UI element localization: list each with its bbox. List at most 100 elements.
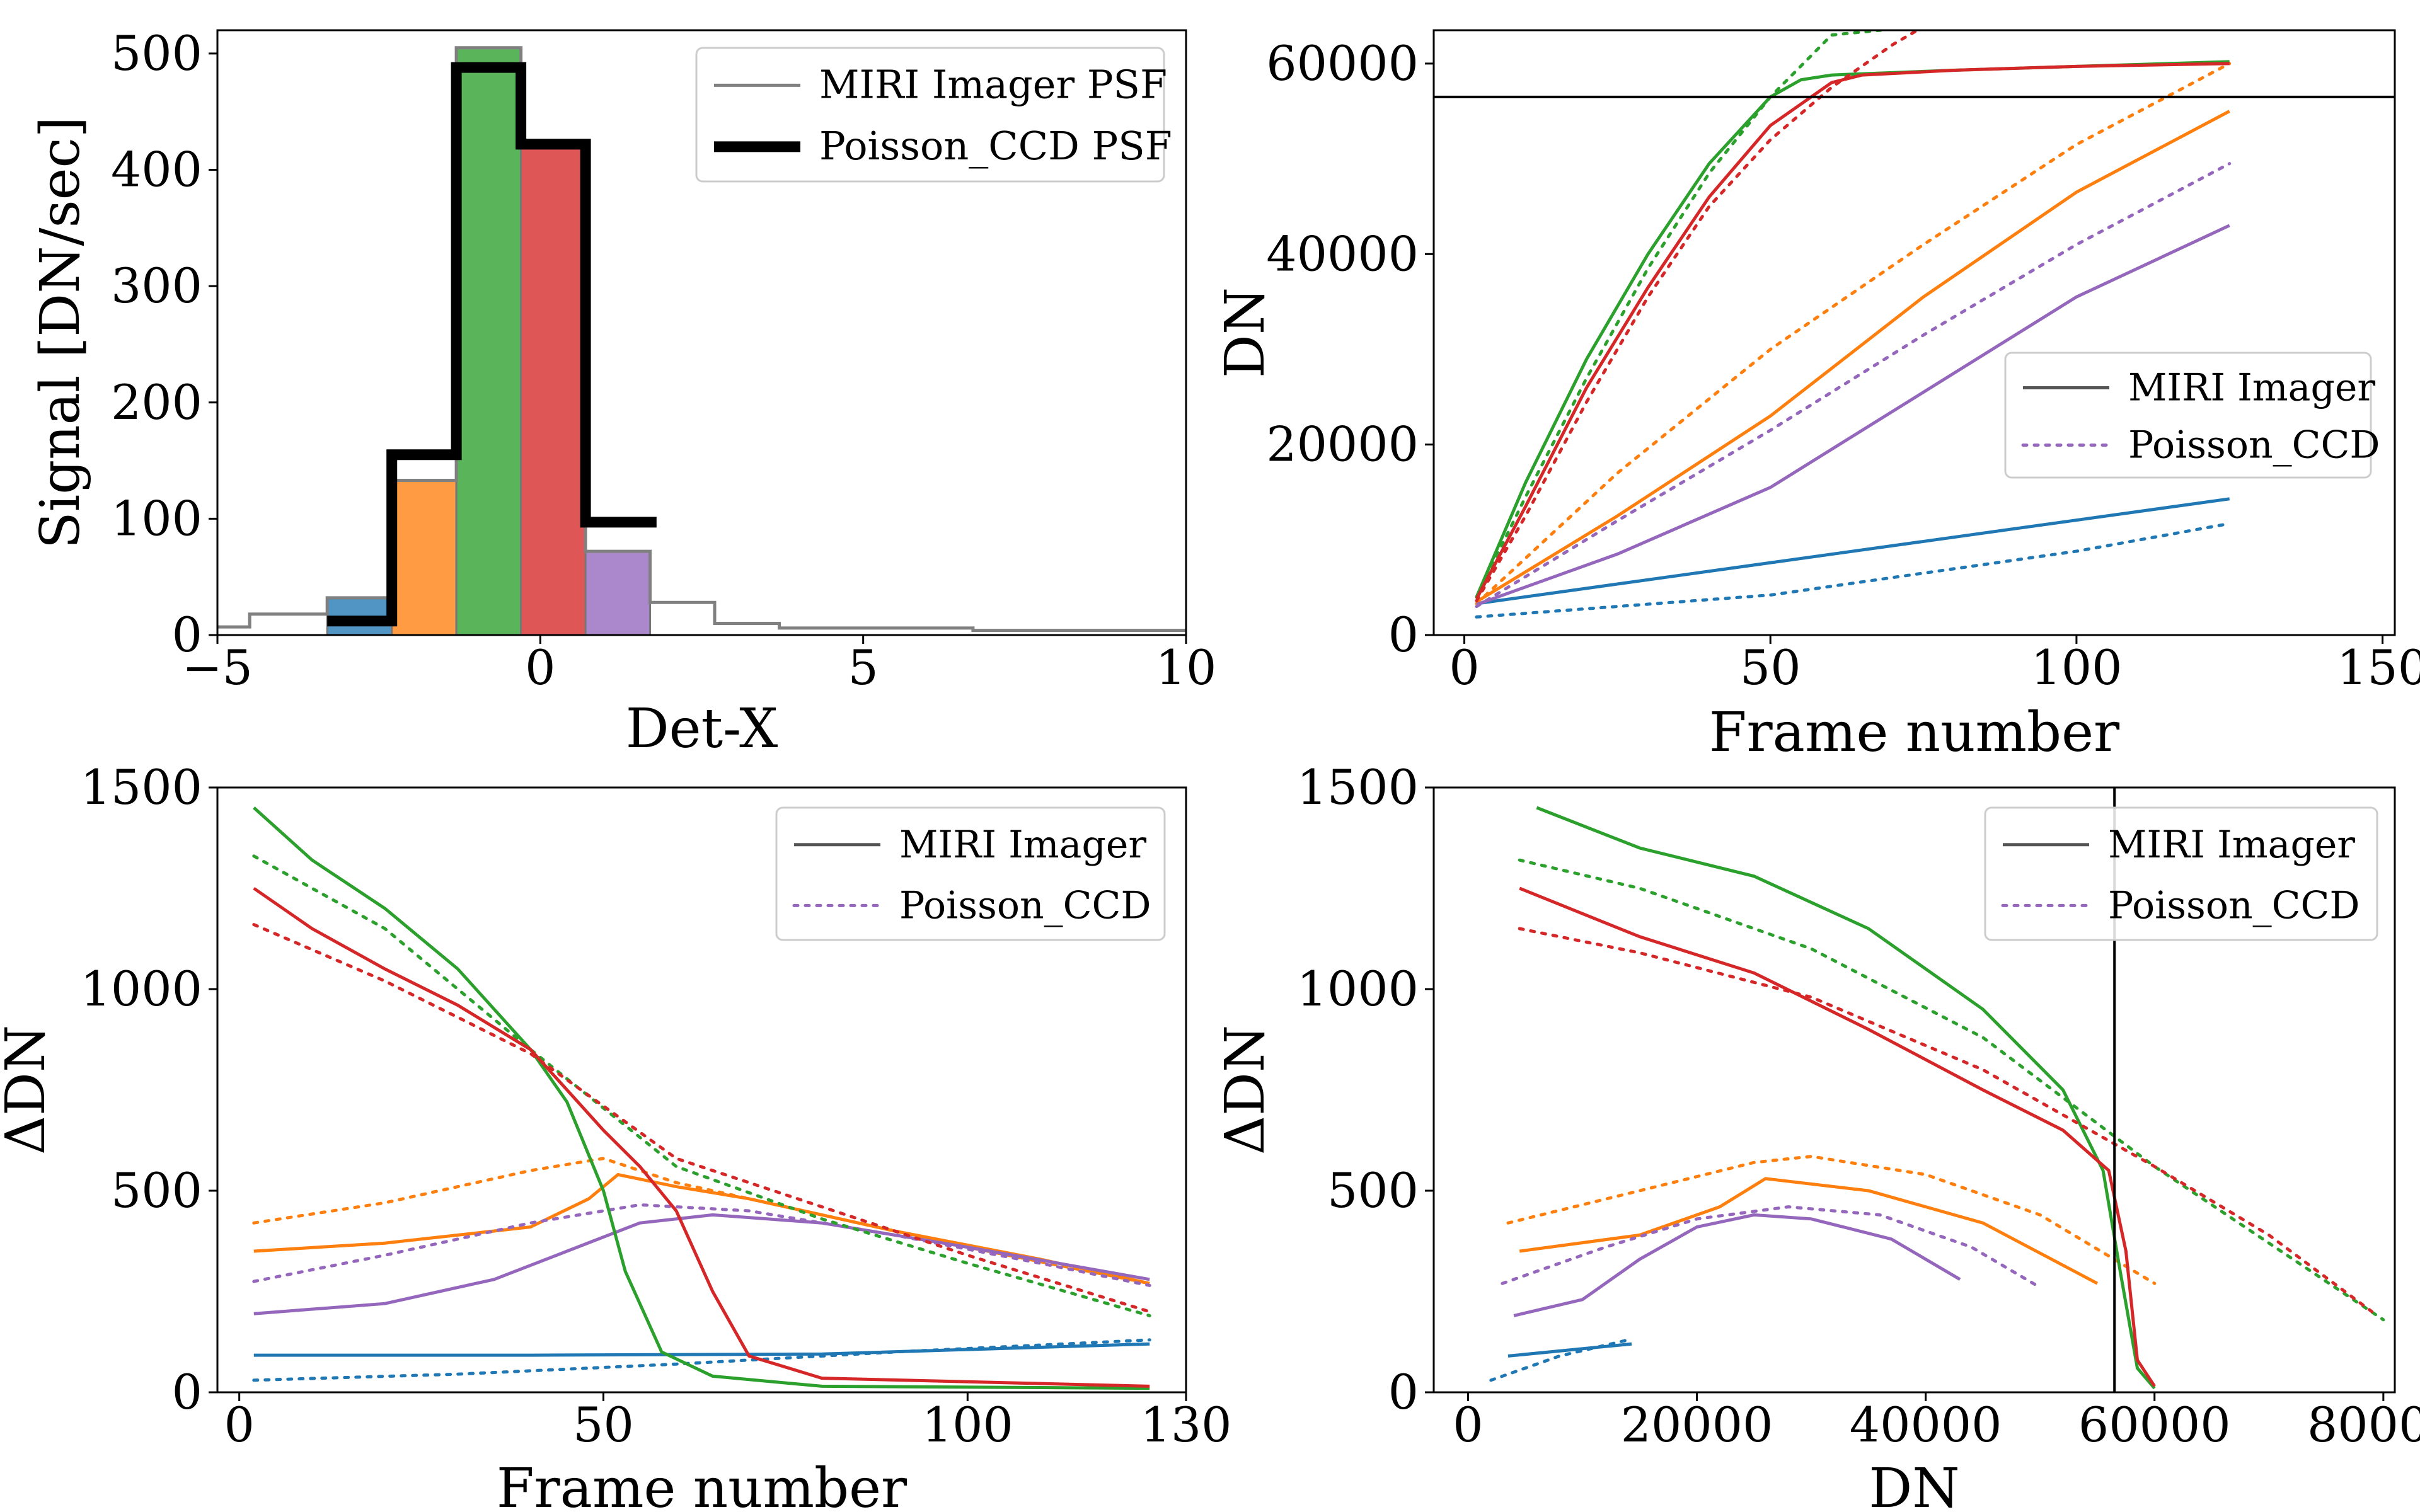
y-tick-label: 100 <box>111 490 202 546</box>
bar-orange <box>391 479 458 635</box>
series-green-dotted <box>1475 30 1882 598</box>
legend-entry: MIRI Imager <box>2108 823 2355 867</box>
x-tick-label: 20000 <box>1621 1397 1773 1453</box>
y-tick-label: 0 <box>1388 607 1419 663</box>
legend-entry: MIRI Imager PSF <box>819 61 1167 107</box>
legend-entry: MIRI Imager <box>899 823 1146 867</box>
panel-ramp: 0 50 100 150 0 20000 40000 60000 Frame number DN M… <box>1214 29 2420 764</box>
series-red-solid <box>253 886 1150 1388</box>
plot-area <box>217 46 1186 635</box>
y-tick-label: 0 <box>172 1364 202 1420</box>
x-tick-label: 0 <box>1449 639 1479 696</box>
y-tick-label: 1000 <box>1297 961 1419 1017</box>
y-tick-label: 400 <box>111 142 202 198</box>
y-axis-label: ΔDN <box>1214 1025 1277 1155</box>
x-tick-label: 0 <box>525 639 555 696</box>
axes-frame <box>216 786 1187 1394</box>
y-tick-label: 20000 <box>1266 416 1419 472</box>
y-tick-label: 0 <box>172 607 202 663</box>
x-tick-label: 10 <box>1156 639 1217 696</box>
series-red-dotted <box>1475 30 1919 603</box>
x-axis-label: Frame number <box>497 1457 908 1512</box>
series-green-solid <box>1475 60 2230 598</box>
y-tick-label: 500 <box>1327 1162 1419 1218</box>
series-orange-solid <box>253 1172 1150 1285</box>
legend-entry: Poisson_CCD <box>2108 883 2360 927</box>
y-tick-label: 1500 <box>81 759 202 815</box>
series-red-solid <box>1519 886 2156 1387</box>
series-purple-dotted <box>1475 162 2232 609</box>
series-purple-dotted <box>252 1203 1151 1287</box>
axes-frame <box>216 29 1187 636</box>
x-tick-label: 100 <box>2031 639 2122 696</box>
series-green-dotted <box>1518 858 2385 1322</box>
series-orange-solid <box>1519 1177 2099 1285</box>
legend-entry: Poisson_CCD <box>2128 423 2380 467</box>
bar-green <box>455 47 522 635</box>
legend: MIRI Imager Poisson_CCD <box>1984 806 2378 941</box>
bar-purple <box>584 550 652 635</box>
series-orange-solid <box>1475 110 2230 604</box>
x-tick-label: 130 <box>1140 1397 1231 1453</box>
legend: MIRI Imager Poisson_CCD <box>2004 352 2380 479</box>
y-tick-label: 1500 <box>1297 759 1419 815</box>
series-blue-dotted <box>1475 522 2232 619</box>
series-purple-solid <box>1476 224 2230 606</box>
x-axis-label: DN <box>1869 1457 1959 1512</box>
series-green-dotted <box>252 854 1151 1317</box>
x-axis-label: Det-X <box>626 697 778 760</box>
legend-entry: MIRI Imager <box>2128 365 2375 410</box>
x-tick-label: 5 <box>848 639 878 696</box>
y-tick-label: 500 <box>111 25 202 81</box>
y-tick-label: 1000 <box>81 961 202 1017</box>
y-tick-label: 40000 <box>1266 226 1419 282</box>
y-axis-label: ΔDN <box>0 1025 57 1155</box>
plot-area <box>252 806 1151 1390</box>
y-tick-label: 300 <box>111 258 202 314</box>
series-red-dotted <box>1518 927 2374 1314</box>
x-axis-label: Frame number <box>1709 701 2120 764</box>
plot-area <box>1434 30 2395 619</box>
plot-area <box>1489 788 2385 1392</box>
y-tick-label: 60000 <box>1266 35 1419 91</box>
series-orange-dotted <box>1506 1155 2157 1285</box>
y-tick-label: 200 <box>111 374 202 430</box>
series-orange-dotted <box>1475 62 2232 605</box>
legend: MIRI Imager PSF Poisson_CCD PSF <box>695 47 1172 183</box>
bar-red <box>520 146 587 635</box>
x-tick-label: 100 <box>922 1397 1013 1453</box>
x-tick-label: 0 <box>224 1397 254 1453</box>
series-blue-solid <box>1507 1342 1632 1358</box>
series-blue-dotted <box>1489 1338 1630 1382</box>
legend-entry: Poisson_CCD PSF <box>819 123 1172 169</box>
y-tick-label: 0 <box>1388 1364 1419 1420</box>
y-axis-label: Signal [DN/sec] <box>29 117 92 549</box>
x-tick-label: 50 <box>1740 639 1801 696</box>
legend: MIRI Imager Poisson_CCD <box>775 806 1166 941</box>
series-red-solid <box>1475 62 2230 600</box>
series-blue-solid <box>1476 497 2230 605</box>
legend-entry: Poisson_CCD <box>899 883 1151 927</box>
series-green-solid <box>253 806 1150 1390</box>
legend-frame <box>695 47 1165 183</box>
x-tick-label: 0 <box>1453 1397 1483 1453</box>
series-purple-solid <box>1513 1213 1961 1317</box>
x-tick-label: 50 <box>573 1397 634 1453</box>
x-tick-label: 40000 <box>1850 1397 2002 1453</box>
x-tick-label: −5 <box>182 639 253 696</box>
legend-frame <box>2004 352 2372 479</box>
y-tick-label: 500 <box>111 1162 202 1218</box>
x-tick-label: 150 <box>2337 639 2420 696</box>
series-green-solid <box>1536 806 2156 1390</box>
axes-frame <box>1432 786 2396 1394</box>
y-axis-label: DN <box>1214 287 1277 378</box>
x-tick-label: 60000 <box>2078 1397 2231 1453</box>
series-black-thick-step <box>327 62 657 627</box>
series-purple-dotted <box>1501 1205 2042 1290</box>
panel-ddn_frame: 0 50 100 130 0 500 1000 1500 Frame number ΔDN MIRI… <box>0 759 1232 1512</box>
axes-frame <box>1432 29 2396 636</box>
